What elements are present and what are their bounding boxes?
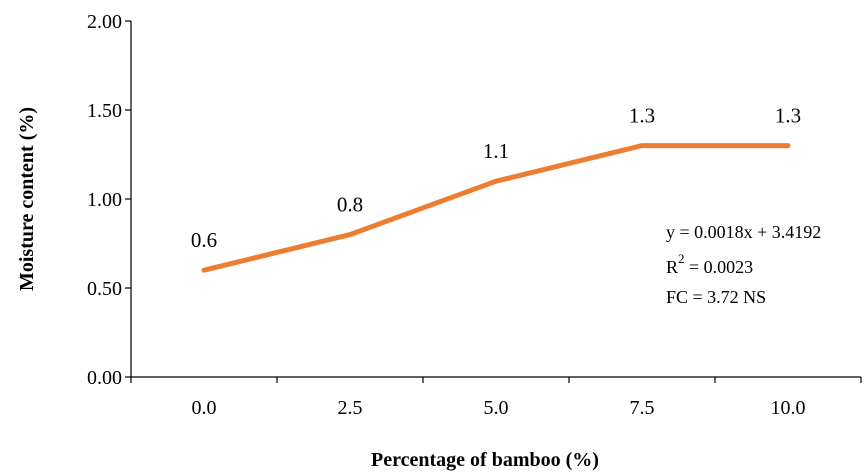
r-squared-value: = 0.0023 xyxy=(685,257,754,277)
series-line xyxy=(201,143,791,273)
data-label: 0.8 xyxy=(337,193,363,217)
data-label: 1.1 xyxy=(483,139,509,163)
regression-annotation: y = 0.0018x + 3.4192 R2 = 0.0023 FC = 3.… xyxy=(666,222,821,307)
x-tick-label: 2.5 xyxy=(338,397,363,419)
r-squared-superscript: 2 xyxy=(678,251,685,266)
x-axis: 0.0 2.5 5.0 7.5 10.0 xyxy=(130,376,862,419)
data-label: 1.3 xyxy=(775,104,801,128)
y-tick-label: 2.00 xyxy=(87,11,122,33)
regression-equation: y = 0.0018x + 3.4192 xyxy=(666,222,821,242)
y-tick-label: 0.50 xyxy=(87,278,122,300)
data-label: 0.6 xyxy=(191,228,217,252)
y-tick-label: 0.00 xyxy=(87,367,122,389)
y-tick-label: 1.50 xyxy=(87,100,122,122)
series-layer xyxy=(201,143,791,273)
fc-text: FC = 3.72 NS xyxy=(666,287,766,307)
data-label: 1.3 xyxy=(629,104,655,128)
r-squared-base: R xyxy=(666,257,678,277)
x-tick-label: 7.5 xyxy=(630,397,655,419)
x-tick-label: 5.0 xyxy=(484,397,509,419)
r-squared-text: R2 = 0.0023 xyxy=(666,251,753,277)
x-tick-label: 0.0 xyxy=(192,397,217,419)
data-labels: 0.6 0.8 1.1 1.3 1.3 xyxy=(191,104,801,253)
x-tick-label: 10.0 xyxy=(771,397,806,419)
y-axis: 0.00 0.50 1.00 1.50 2.00 xyxy=(87,11,132,389)
y-axis-title: Moisture content (%) xyxy=(16,107,38,291)
y-tick-label: 1.00 xyxy=(87,189,122,211)
x-axis-title: Percentage of bamboo (%) xyxy=(371,449,599,471)
